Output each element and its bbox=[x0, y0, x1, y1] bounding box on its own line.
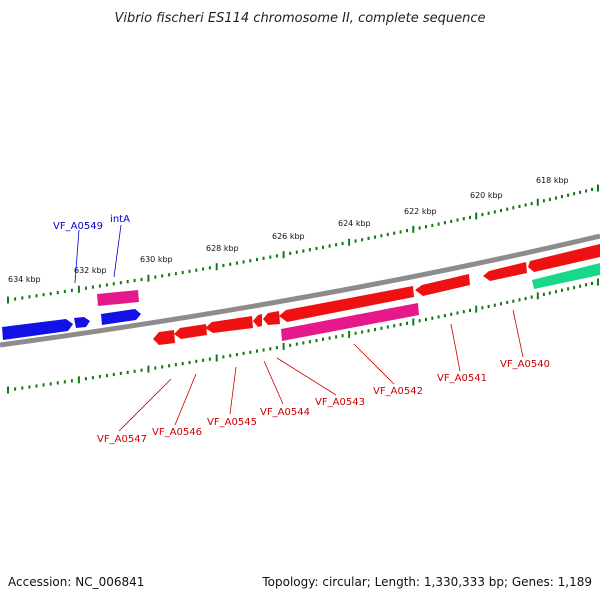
gene-vf-a0537[interactable] bbox=[532, 263, 600, 289]
leader-line bbox=[174, 373, 197, 426]
inner-tick-ring bbox=[7, 278, 599, 394]
gene-vf-a0542[interactable] bbox=[279, 286, 414, 322]
kbp-label: 626 kbp bbox=[272, 232, 305, 241]
kbp-label: 630 kbp bbox=[140, 255, 173, 264]
kbp-label: 634 kbp bbox=[8, 275, 41, 284]
kbp-label: 628 kbp bbox=[206, 244, 239, 253]
gene-label-vf-a0540[interactable]: VF_A0540 bbox=[500, 359, 550, 370]
leader-line bbox=[353, 343, 395, 385]
gene-vf-a0545[interactable] bbox=[205, 316, 253, 333]
gene-label-vf-a0542[interactable]: VF_A0542 bbox=[373, 386, 423, 397]
gene-vf-a0543[interactable] bbox=[281, 303, 419, 341]
chromosome-backbone bbox=[0, 233, 600, 348]
kbp-scale-labels: 634 kbp 632 kbp 630 kbp 628 kbp 626 kbp … bbox=[8, 176, 569, 284]
gene-vf-a0538[interactable] bbox=[528, 244, 600, 272]
outer-tick-ring bbox=[7, 184, 599, 304]
gene-label-inta[interactable]: intA bbox=[110, 214, 130, 225]
gene-label-vf-a0547[interactable]: VF_A0547 bbox=[97, 434, 147, 445]
kbp-label: 620 kbp bbox=[470, 191, 503, 200]
gene-label-vf-a0545[interactable]: VF_A0545 bbox=[207, 417, 257, 428]
leader-line bbox=[118, 378, 172, 432]
gene-blue-2[interactable] bbox=[74, 317, 90, 328]
gene-features bbox=[2, 244, 600, 345]
gene-blue-1[interactable] bbox=[2, 319, 73, 340]
leader-line bbox=[113, 224, 122, 278]
gene-vf-a0544b[interactable] bbox=[263, 311, 280, 325]
kbp-label: 632 kbp bbox=[74, 266, 107, 275]
label-leader-lines bbox=[74, 224, 524, 432]
gene-vf-a0544[interactable] bbox=[253, 314, 262, 327]
gene-vf-a0549[interactable] bbox=[101, 309, 141, 325]
topology-text: Topology: circular; Length: 1,330,333 bp… bbox=[261, 575, 592, 589]
gene-label-vf-a0543[interactable]: VF_A0543 bbox=[315, 397, 365, 408]
leader-line bbox=[276, 357, 337, 396]
gene-label-vf-a0546[interactable]: VF_A0546 bbox=[152, 427, 202, 438]
gene-label-vf-a0544[interactable]: VF_A0544 bbox=[260, 407, 310, 418]
gene-label-vf-a0541[interactable]: VF_A0541 bbox=[437, 373, 487, 384]
kbp-label: 622 kbp bbox=[404, 207, 437, 216]
kbp-label: 618 kbp bbox=[536, 176, 569, 185]
map-title: Vibrio fischeri ES114 chromosome II, com… bbox=[114, 11, 485, 26]
kbp-label: 624 kbp bbox=[338, 219, 371, 228]
leader-line bbox=[450, 323, 461, 372]
leader-line bbox=[74, 229, 80, 284]
gene-vf-a0541[interactable] bbox=[415, 274, 470, 296]
gene-labels: VF_A0549 intA VF_A0547 VF_A0546 VF_A0545… bbox=[53, 214, 550, 445]
gene-vf-a0540[interactable] bbox=[483, 262, 527, 281]
gene-label-vf-a0549[interactable]: VF_A0549 bbox=[53, 221, 103, 232]
leader-line bbox=[263, 360, 284, 405]
gene-intA[interactable] bbox=[97, 290, 139, 306]
gene-vf-a0546[interactable] bbox=[174, 324, 207, 339]
leader-line bbox=[512, 309, 524, 358]
gene-vf-a0547[interactable] bbox=[153, 330, 175, 345]
accession-text: Accession: NC_006841 bbox=[8, 575, 144, 589]
leader-line bbox=[229, 366, 237, 415]
